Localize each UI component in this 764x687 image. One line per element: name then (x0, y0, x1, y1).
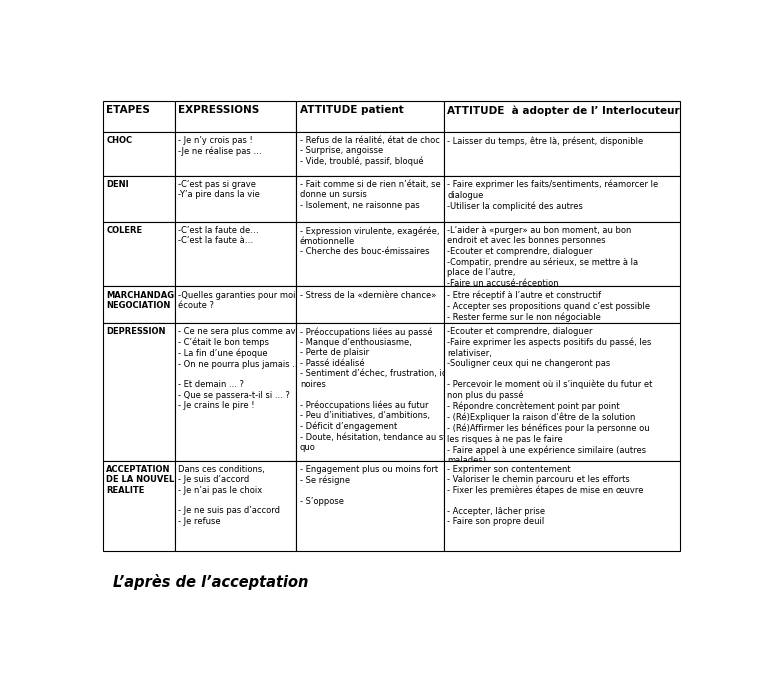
Bar (175, 176, 296, 222)
Text: - Préoccupations liées au passé
- Manque d’enthousiasme,
- Perte de plaisir
- Pa: - Préoccupations liées au passé - Manque… (299, 327, 462, 452)
Bar (444, 323, 681, 461)
Text: -Ecouter et comprendre, dialoguer
-Faire exprimer les aspects positifs du passé,: -Ecouter et comprendre, dialoguer -Faire… (447, 327, 652, 475)
Bar (444, 101, 681, 132)
Text: - Ce ne sera plus comme avant
- C’était le bon temps
- La fin d’une époque
- On : - Ce ne sera plus comme avant - C’était … (179, 327, 309, 410)
Text: ATTITUDE patient: ATTITUDE patient (299, 105, 403, 115)
Bar (296, 101, 444, 132)
Bar (102, 176, 175, 222)
Bar (296, 323, 444, 461)
Bar (296, 286, 444, 323)
Bar (296, 461, 444, 550)
Bar (444, 222, 681, 286)
Text: - Engagement plus ou moins fort
- Se résigne

- S’oppose: - Engagement plus ou moins fort - Se rés… (299, 465, 438, 506)
Text: ACCEPTATION
DE LA NOUVELLE
REALITE: ACCEPTATION DE LA NOUVELLE REALITE (106, 465, 186, 495)
Bar (175, 323, 296, 461)
Bar (102, 323, 175, 461)
Bar (296, 176, 444, 222)
Text: ETAPES: ETAPES (106, 105, 150, 115)
Bar (444, 286, 681, 323)
Bar (444, 461, 681, 550)
Text: - Etre réceptif à l’autre et constructif
- Accepter ses propositions quand c’est: - Etre réceptif à l’autre et constructif… (447, 291, 650, 322)
Text: - Je n’y crois pas !
-Je ne réalise pas …: - Je n’y crois pas ! -Je ne réalise pas … (179, 136, 262, 156)
Text: L’après de l’acceptation: L’après de l’acceptation (113, 574, 309, 590)
Text: MARCHANDAGE
NEGOCIATION: MARCHANDAGE NEGOCIATION (106, 291, 180, 310)
Bar (296, 222, 444, 286)
Text: - Faire exprimer les faits/sentiments, réamorcer le
dialogue
-Utiliser la compli: - Faire exprimer les faits/sentiments, r… (447, 180, 659, 211)
Bar (175, 286, 296, 323)
Bar (102, 286, 175, 323)
Bar (296, 132, 444, 176)
Text: Dans ces conditions,
- Je suis d’accord
- Je n’ai pas le choix

- Je ne suis pas: Dans ces conditions, - Je suis d’accord … (179, 465, 280, 526)
Bar (175, 132, 296, 176)
Text: DEPRESSION: DEPRESSION (106, 327, 166, 336)
Text: - Stress de la «dernière chance»: - Stress de la «dernière chance» (299, 291, 436, 300)
Text: -C’est pas si grave
-Y’a pire dans la vie: -C’est pas si grave -Y’a pire dans la vi… (179, 180, 261, 199)
Text: EXPRESSIONS: EXPRESSIONS (179, 105, 260, 115)
Bar (175, 222, 296, 286)
Bar (102, 101, 175, 132)
Text: -Quelles garanties pour moi si je vous
écoute ?: -Quelles garanties pour moi si je vous é… (179, 291, 338, 310)
Text: - Expression virulente, exagérée,
émotionnelle
- Cherche des bouc-émissaires: - Expression virulente, exagérée, émotio… (299, 226, 439, 256)
Bar (102, 132, 175, 176)
Text: COLERE: COLERE (106, 226, 142, 235)
Text: -L’aider à «purger» au bon moment, au bon
endroit et avec les bonnes personnes
-: -L’aider à «purger» au bon moment, au bo… (447, 226, 638, 289)
Bar (175, 101, 296, 132)
Text: ATTITUDE  à adopter de l’ Interlocuteur: ATTITUDE à adopter de l’ Interlocuteur (447, 105, 680, 115)
Bar (444, 132, 681, 176)
Text: - Exprimer son contentement
- Valoriser le chemin parcouru et les efforts
- Fixe: - Exprimer son contentement - Valoriser … (447, 465, 643, 526)
Bar (175, 461, 296, 550)
Bar (102, 222, 175, 286)
Text: CHOC: CHOC (106, 136, 132, 145)
Text: - Refus de la réalité, état de choc
- Surprise, angoisse
- Vide, troublé, passif: - Refus de la réalité, état de choc - Su… (299, 136, 439, 166)
Text: DENI: DENI (106, 180, 129, 189)
Bar (444, 176, 681, 222)
Text: -C’est la faute de…
-C’est la faute à…: -C’est la faute de… -C’est la faute à… (179, 226, 259, 245)
Text: - Fait comme si de rien n’était, se
donne un sursis
- Isolement, ne raisonne pas: - Fait comme si de rien n’était, se donn… (299, 180, 441, 210)
Bar (102, 461, 175, 550)
Text: - Laisser du temps, être là, présent, disponible: - Laisser du temps, être là, présent, di… (447, 136, 643, 146)
